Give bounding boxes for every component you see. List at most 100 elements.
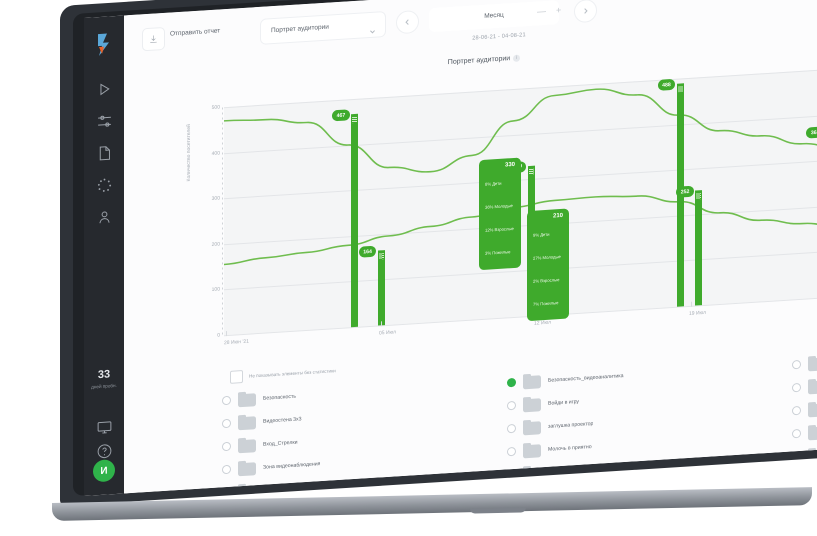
tooltip-value: 210 [552, 212, 563, 220]
folder-icon [238, 414, 256, 431]
list-item-radio[interactable] [507, 446, 516, 457]
y-axis-tick-label: 100 [211, 286, 220, 294]
y-axis-title: Количество посетителей [186, 123, 192, 182]
app-logo-icon[interactable] [95, 32, 113, 57]
list-item-label: Видеостена 3х3 [263, 415, 302, 425]
chevron-down-icon [369, 22, 376, 34]
x-axis-tick-label: 19 Июл [689, 309, 707, 317]
folder-icon [523, 373, 541, 390]
prev-period-button[interactable] [396, 9, 419, 35]
tooltip-row: 36% Молодые [485, 202, 513, 210]
list-item-radio[interactable] [222, 395, 231, 406]
info-icon[interactable]: i [513, 54, 521, 62]
app-content: Отправить отчет Портрет аудитории Месяц … [124, 0, 817, 496]
trial-days: 33 [97, 368, 111, 382]
list-item-radio[interactable] [222, 441, 231, 452]
folder-icon [808, 378, 817, 395]
list-item-radio[interactable] [222, 418, 231, 429]
list-item-label: Безопасность [263, 393, 297, 402]
x-axis-tick [226, 331, 227, 337]
checkbox-box[interactable] [230, 369, 243, 384]
report-type-value: Портрет аудитории [271, 23, 329, 35]
period-decrease-button[interactable]: — [537, 5, 546, 17]
folder-icon [238, 437, 256, 454]
list-item-radio[interactable] [507, 423, 516, 434]
chevron-right-icon [584, 8, 588, 14]
tooltip-row: 3% Пожилые [485, 248, 511, 256]
y-axis-line [222, 107, 223, 336]
list-item-label: Вход_Стрелки [263, 439, 298, 448]
list-item-radio[interactable] [792, 405, 801, 416]
chart-bar[interactable] [377, 250, 385, 326]
user-icon [98, 210, 110, 223]
y-axis-tick-label: 0 [217, 332, 220, 339]
tooltip-row: 2% Взрослые [533, 276, 560, 284]
period-increase-button[interactable]: + [556, 4, 562, 16]
hide-empty-checkbox[interactable]: Не показывать элементы без статистики [230, 364, 336, 384]
chevron-left-icon [405, 19, 409, 25]
bar-value-badge: 467 [332, 109, 350, 122]
avatar[interactable]: И [93, 459, 115, 483]
folder-icon [238, 460, 256, 477]
hide-empty-label: Не показывать элементы без статистики [249, 368, 336, 379]
list-item-label: Безопасность_видеоаналитика [548, 372, 624, 384]
list-item-label: Зона видеонаблюдения [263, 460, 321, 471]
y-axis-tick-label: 500 [211, 104, 220, 111]
sidebar-item-sliders[interactable] [94, 110, 114, 131]
list-item-radio[interactable] [222, 464, 231, 475]
list-item-radio[interactable] [507, 377, 516, 388]
folder-icon [808, 424, 817, 441]
bar-value-badge: 252 [676, 185, 694, 198]
list-item-label: Войди в игру [548, 398, 580, 407]
tooltip-row: 8% Дети [485, 180, 502, 187]
tooltip-row: 7% Пожилые [533, 299, 559, 307]
trial-label: дней пробн. [91, 382, 117, 390]
bar-cap [378, 253, 384, 260]
chart-bar[interactable] [695, 190, 703, 306]
sidebar-item-loading[interactable] [94, 174, 114, 195]
list-item-radio[interactable] [792, 428, 801, 439]
chart-tooltip-2: 210 9% Дети 27% Молодые 2% Взрослые 7% П… [527, 208, 569, 322]
report-type-select[interactable]: Портрет аудитории [260, 10, 386, 45]
list-item-label: заглушка проектор [548, 420, 594, 430]
list-item-radio[interactable] [507, 400, 516, 411]
list-item-radio[interactable] [792, 382, 801, 393]
play-icon [99, 83, 110, 95]
y-axis-tick-label: 300 [211, 195, 220, 203]
sidebar-item-documents[interactable] [94, 142, 114, 163]
list-item[interactable]: Безопасность_видеоаналити [792, 339, 817, 377]
download-icon [150, 35, 157, 43]
sidebar: 33 дней пробн. И [84, 15, 124, 496]
folder-icon [808, 355, 817, 372]
laptop-screen: 33 дней пробн. И Отправить отчет Портрет… [84, 0, 817, 496]
monitor-icon[interactable] [94, 416, 114, 437]
bar-value-badge: 363 [806, 126, 817, 140]
chart-bar[interactable] [351, 113, 359, 328]
x-axis-tick-label: 12 Июл [534, 319, 552, 327]
filter-column-3: Безопасность_видеоаналитиВсе для связиЗа… [792, 339, 817, 469]
download-report-button[interactable] [142, 26, 165, 52]
loading-icon [97, 178, 111, 192]
folder-icon [523, 396, 541, 413]
x-axis-tick-label: 28 Июн '21 [224, 338, 249, 347]
sliders-icon [97, 115, 111, 127]
folder-icon [523, 442, 541, 459]
x-axis-tick-label: 05 Июл [379, 329, 397, 337]
sidebar-item-play[interactable] [94, 78, 114, 99]
trial-badge: 33 дней пробн. [90, 368, 118, 391]
y-axis-tick-label: 200 [211, 241, 220, 248]
help-icon[interactable] [94, 440, 114, 461]
chart-title-text: Портрет аудитории [447, 55, 511, 67]
x-axis-tick [691, 301, 692, 307]
bar-cap [352, 116, 358, 124]
folder-icon [523, 419, 541, 436]
y-axis-tick-label: 400 [211, 150, 220, 157]
document-icon [99, 145, 110, 160]
list-item-radio[interactable] [792, 359, 801, 370]
sidebar-item-user[interactable] [94, 206, 114, 227]
chart-tooltip-1: 330 8% Дети 36% Молодые 12% Взрослые 3% … [479, 157, 521, 271]
send-report-label[interactable]: Отправить отчет [170, 27, 221, 38]
element-filter-list: Не показывать элементы без статистики Бе… [124, 320, 817, 496]
next-period-button[interactable] [574, 0, 597, 24]
